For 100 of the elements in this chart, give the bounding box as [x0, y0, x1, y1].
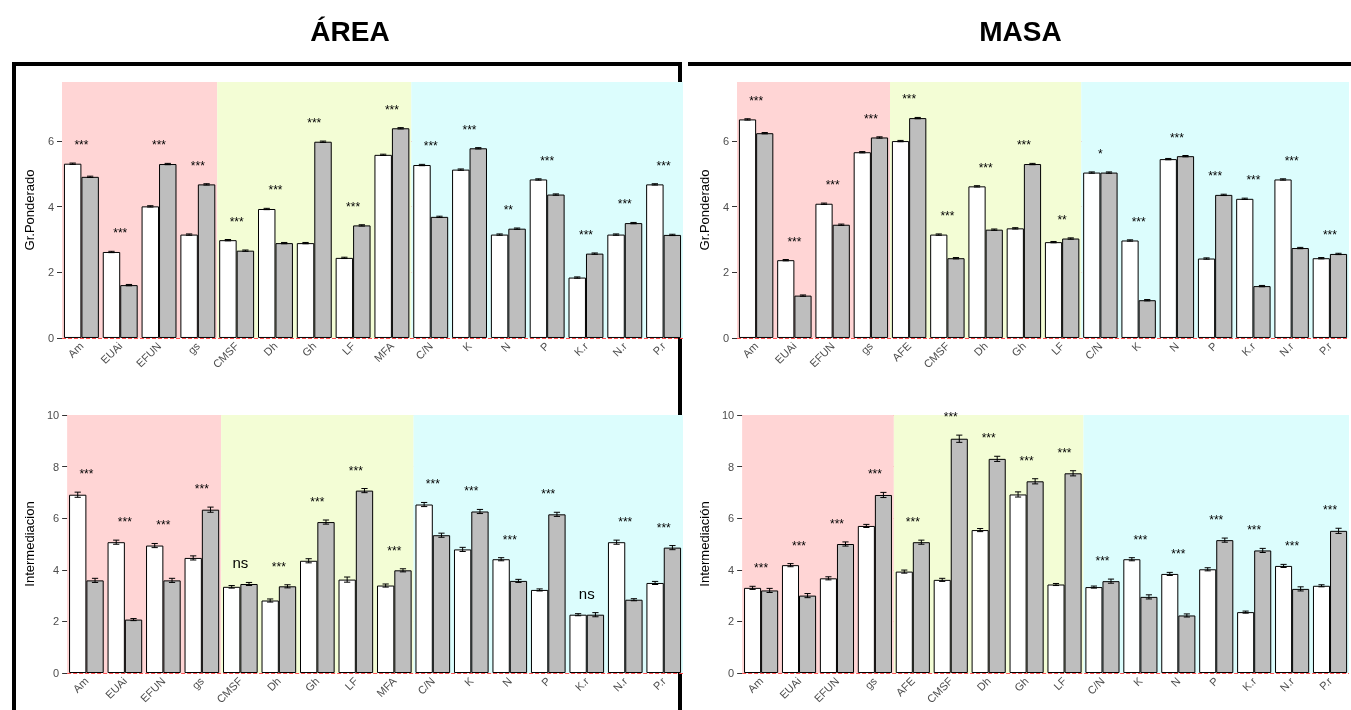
y-tick-label: 6: [47, 135, 54, 148]
annotation: ***: [656, 158, 671, 173]
x-tick-label: N: [498, 339, 513, 354]
annotation: ***: [1209, 513, 1224, 528]
annotation: **: [1057, 212, 1068, 227]
x-tick-label: K.r: [1240, 674, 1259, 694]
annotation: ***: [502, 532, 518, 547]
annotation: ***: [940, 208, 955, 223]
y-tick-label: 6: [53, 512, 60, 525]
annotation: ***: [863, 111, 879, 126]
annotation: ***: [1057, 445, 1072, 460]
x-tick-label: Am: [740, 339, 761, 360]
annotation: ***: [194, 482, 210, 497]
y-tick-label: 0: [728, 667, 735, 679]
annotation: ***: [310, 495, 325, 510]
y-tick-label: 6: [722, 135, 729, 148]
annotation: ***: [749, 93, 764, 108]
annotation: ***: [1016, 138, 1032, 153]
annotation: ***: [156, 518, 171, 533]
y-tick-label: 2: [47, 266, 54, 279]
annotation: ***: [825, 178, 840, 193]
annotation: ***: [656, 520, 672, 535]
annotation: ***: [423, 139, 439, 154]
annotation: ***: [1133, 532, 1148, 547]
annotation: ***: [578, 227, 594, 242]
x-tick-label: N: [499, 674, 515, 689]
y-tick-label: 2: [728, 615, 735, 628]
x-tick-label: Dh: [264, 674, 284, 694]
annotation: ***: [348, 463, 364, 478]
x-tick-label: P.r: [650, 339, 669, 358]
x-tick-label: LF: [1048, 339, 1067, 358]
x-tick-label: Gh: [1009, 339, 1029, 359]
annotation: ns: [232, 554, 249, 572]
annotation: *: [1098, 146, 1104, 161]
annotation: ***: [1169, 130, 1185, 145]
annotation: ***: [1095, 554, 1110, 569]
annotation: ***: [867, 467, 883, 482]
annotation: ns: [578, 584, 595, 602]
annotation: **: [503, 203, 514, 218]
annotation: ***: [1131, 214, 1146, 229]
x-tick-label: MFA: [371, 339, 397, 365]
y-tick-label: 4: [722, 200, 729, 213]
annotation: ***: [902, 92, 917, 107]
x-tick-label: K: [460, 339, 475, 354]
x-tick-label: N.r: [610, 339, 630, 359]
x-tick-label: K.r: [572, 674, 592, 694]
x-tick-label: gs: [858, 339, 876, 357]
y-tick-label: 4: [728, 563, 735, 576]
x-tick-label: N: [1167, 339, 1182, 354]
y-axis-title: Intermediacion: [22, 501, 37, 587]
annotation: ***: [981, 431, 997, 446]
annotation: ***: [1285, 539, 1300, 554]
x-tick-label: C/N: [413, 339, 436, 362]
x-tick-label: gs: [185, 339, 203, 357]
annotation: ***: [1247, 523, 1262, 538]
x-tick-label: LF: [339, 339, 358, 358]
x-tick-label: C/N: [1082, 339, 1105, 362]
annotation: ***: [617, 197, 633, 212]
y-tick-label: 4: [47, 200, 54, 213]
x-tick-label: MFA: [374, 674, 400, 700]
annotation: ***: [754, 561, 769, 576]
y-tick-label: 10: [721, 409, 735, 421]
x-tick-label: gs: [862, 674, 880, 692]
annotation: ***: [462, 122, 477, 137]
x-tick-label: C/N: [415, 674, 438, 697]
x-tick-label: LF: [342, 674, 361, 693]
x-tick-label: Am: [70, 674, 91, 695]
y-tick-label: 0: [47, 331, 54, 344]
x-tick-label: P.r: [1316, 339, 1335, 358]
annotation: ***: [1323, 503, 1338, 518]
x-tick-label: N.r: [1277, 339, 1297, 359]
annotation: ***: [152, 138, 167, 153]
annotation: ***: [271, 559, 287, 574]
x-tick-label: P: [537, 339, 552, 354]
y-tick-label: 8: [728, 460, 735, 473]
x-tick-label: K.r: [1239, 339, 1258, 359]
y-tick-label: 8: [53, 460, 60, 473]
chart-title: MASA: [979, 15, 1062, 47]
annotation: ***: [978, 160, 993, 175]
annotation: ***: [1284, 153, 1299, 168]
y-tick-label: 10: [46, 409, 60, 421]
annotation: ***: [905, 515, 921, 530]
chart-title: ÁREA: [310, 15, 390, 47]
x-tick-label: gs: [189, 674, 207, 692]
annotation: ***: [113, 226, 128, 241]
x-tick-label: P: [538, 674, 553, 689]
x-tick-label: P: [1205, 339, 1220, 354]
annotation: ***: [540, 153, 555, 168]
annotation: ***: [307, 116, 322, 131]
annotation: ***: [425, 477, 441, 492]
x-tick-label: K: [1129, 339, 1144, 354]
x-tick-label: Dh: [974, 674, 993, 694]
annotation: ***: [190, 158, 206, 173]
y-tick-label: 0: [722, 331, 729, 344]
x-tick-label: N: [1168, 674, 1183, 689]
y-tick-label: 0: [53, 667, 60, 679]
annotation: ***: [229, 214, 244, 229]
annotation: ***: [1019, 453, 1034, 468]
x-tick-label: Am: [65, 339, 86, 360]
x-tick-label: Gh: [1012, 674, 1031, 694]
